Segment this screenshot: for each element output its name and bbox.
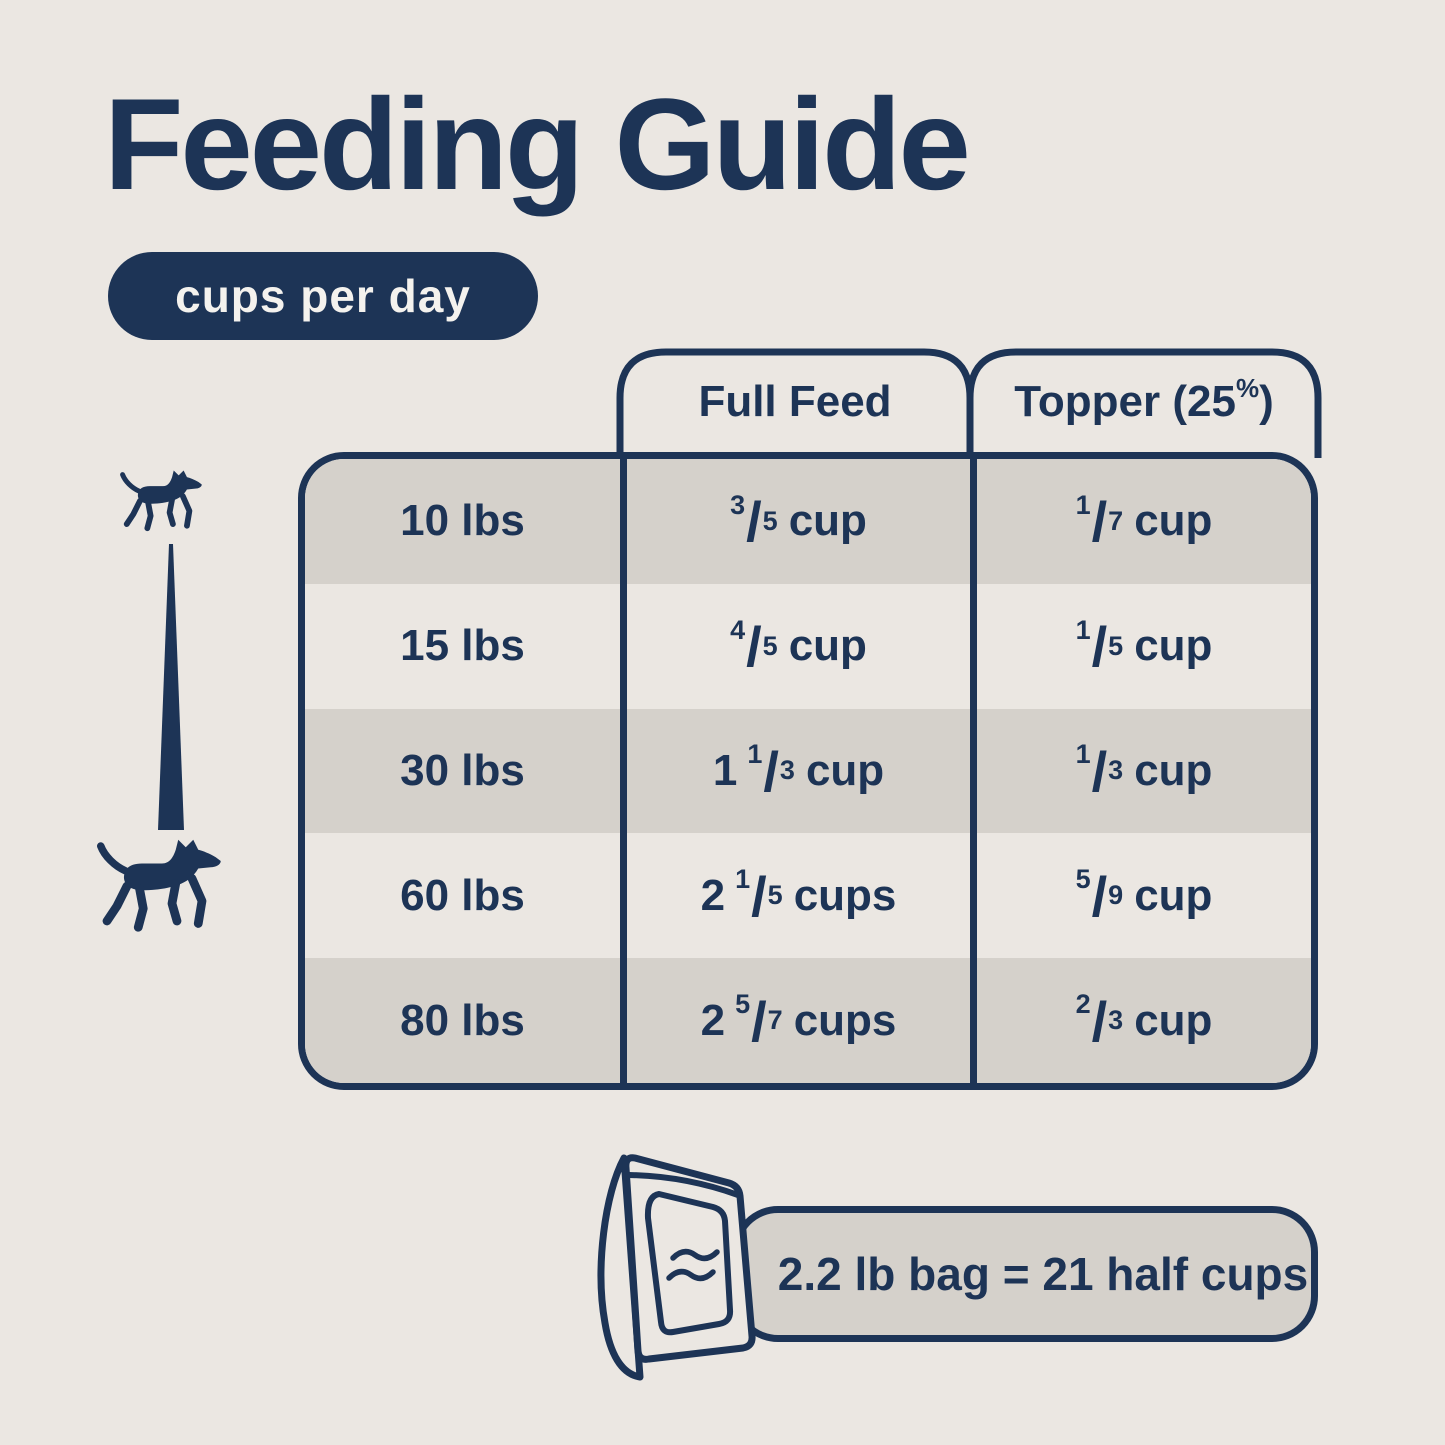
page-title: Feeding Guide xyxy=(104,71,971,217)
cups-per-day-label: cups per day xyxy=(175,270,471,322)
fraction-fden: 7 xyxy=(1108,505,1124,536)
topper-cell: 1/5 cup xyxy=(970,583,1311,709)
topper-cell: 5/9 cup xyxy=(970,833,1311,959)
fraction-fden: 3 xyxy=(779,755,795,786)
large-dog-icon xyxy=(97,839,221,932)
bag-yield-note: 2.2 lb bag = 21 half cups xyxy=(732,1206,1318,1342)
full-feed-cell: 2 5/7 cups xyxy=(620,958,970,1083)
fraction-fden: 5 xyxy=(767,880,783,911)
fraction-fden: 9 xyxy=(1108,880,1124,911)
full-feed-header-label: Full Feed xyxy=(698,377,892,426)
topper-percent-sup: % xyxy=(1235,372,1260,403)
topper-header-close: ) xyxy=(1259,377,1274,426)
fraction-fnum: 2 xyxy=(1075,989,1091,1020)
topper-cell: 1/3 cup xyxy=(970,708,1311,834)
table-row: 80 lbs 2 5/7 cups 2/3 cup xyxy=(305,958,1311,1083)
bag-yield-text: 2.2 lb bag = 21 half cups xyxy=(777,1248,1309,1300)
feeding-table: 10 lbs 3/5 cup 1/7 cup 15 lbs 4/5 cup 1/5 cu… xyxy=(298,452,1318,1090)
full-feed-cell: 1 1/3 cup xyxy=(620,708,970,834)
full-feed-cell: 3/5 cup xyxy=(620,459,970,584)
fraction-fnum: 5 xyxy=(1075,864,1091,895)
fraction-fnum: 3 xyxy=(730,489,746,520)
fraction-fnum: 1 xyxy=(1075,489,1091,520)
weight-cell: 60 lbs xyxy=(400,870,525,920)
fraction-funit: cup xyxy=(1134,496,1213,546)
fraction-whole: 1 xyxy=(712,745,738,795)
fraction-funit: cup xyxy=(1134,621,1213,671)
fraction-funit: cup xyxy=(1134,995,1213,1045)
fraction-fnum: 4 xyxy=(730,614,746,645)
weight-cell: 80 lbs xyxy=(400,995,525,1045)
table-row: 60 lbs 2 1/5 cups 5/9 cup xyxy=(305,833,1311,959)
topper-header-label: Topper (25 xyxy=(1014,377,1236,426)
fraction-funit: cup xyxy=(1134,870,1213,920)
weight-cell: 30 lbs xyxy=(400,745,525,795)
cups-per-day-badge: cups per day xyxy=(108,252,538,340)
table-row: 10 lbs 3/5 cup 1/7 cup xyxy=(305,459,1311,584)
fraction-fden: 5 xyxy=(762,505,778,536)
full-feed-cell: 2 1/5 cups xyxy=(620,833,970,959)
weight-cell: 15 lbs xyxy=(400,621,525,671)
fraction-whole: 2 xyxy=(700,995,726,1045)
topper-cell: 1/7 cup xyxy=(970,459,1311,584)
small-dog-icon xyxy=(120,470,202,532)
fraction-funit: cups xyxy=(793,870,897,920)
full-feed-cell: 4/5 cup xyxy=(620,583,970,709)
fraction-funit: cup xyxy=(805,745,885,795)
table-row: 30 lbs 1 1/3 cup 1/3 cup xyxy=(305,708,1311,834)
fraction-fnum: 1 xyxy=(1075,614,1091,645)
column-header-full-feed: Full Feed xyxy=(620,352,970,452)
fraction-funit: cup xyxy=(788,621,867,671)
table-header-tabs xyxy=(616,348,1322,458)
fraction-fnum: 5 xyxy=(735,989,751,1020)
fraction-funit: cups xyxy=(793,995,897,1045)
size-scale-taper xyxy=(158,544,184,830)
topper-cell: 2/3 cup xyxy=(970,958,1311,1083)
fraction-fnum: 1 xyxy=(735,864,751,895)
fraction-fden: 7 xyxy=(767,1005,783,1036)
weight-cell: 10 lbs xyxy=(400,496,525,546)
fraction-funit: cup xyxy=(1134,745,1213,795)
fraction-fden: 5 xyxy=(1108,630,1124,661)
fraction-fden: 3 xyxy=(1108,755,1124,786)
table-row: 15 lbs 4/5 cup 1/5 cup xyxy=(305,583,1311,709)
wave-logo-icon xyxy=(666,1248,720,1282)
column-header-topper: Topper (25%) xyxy=(970,352,1318,452)
fraction-fden: 5 xyxy=(762,630,778,661)
fraction-fnum: 1 xyxy=(1075,739,1091,770)
fraction-fden: 3 xyxy=(1108,1005,1124,1036)
dog-food-bag-icon xyxy=(597,1154,756,1381)
fraction-whole: 2 xyxy=(700,870,726,920)
fraction-fnum: 1 xyxy=(747,739,763,770)
fraction-funit: cup xyxy=(788,496,867,546)
